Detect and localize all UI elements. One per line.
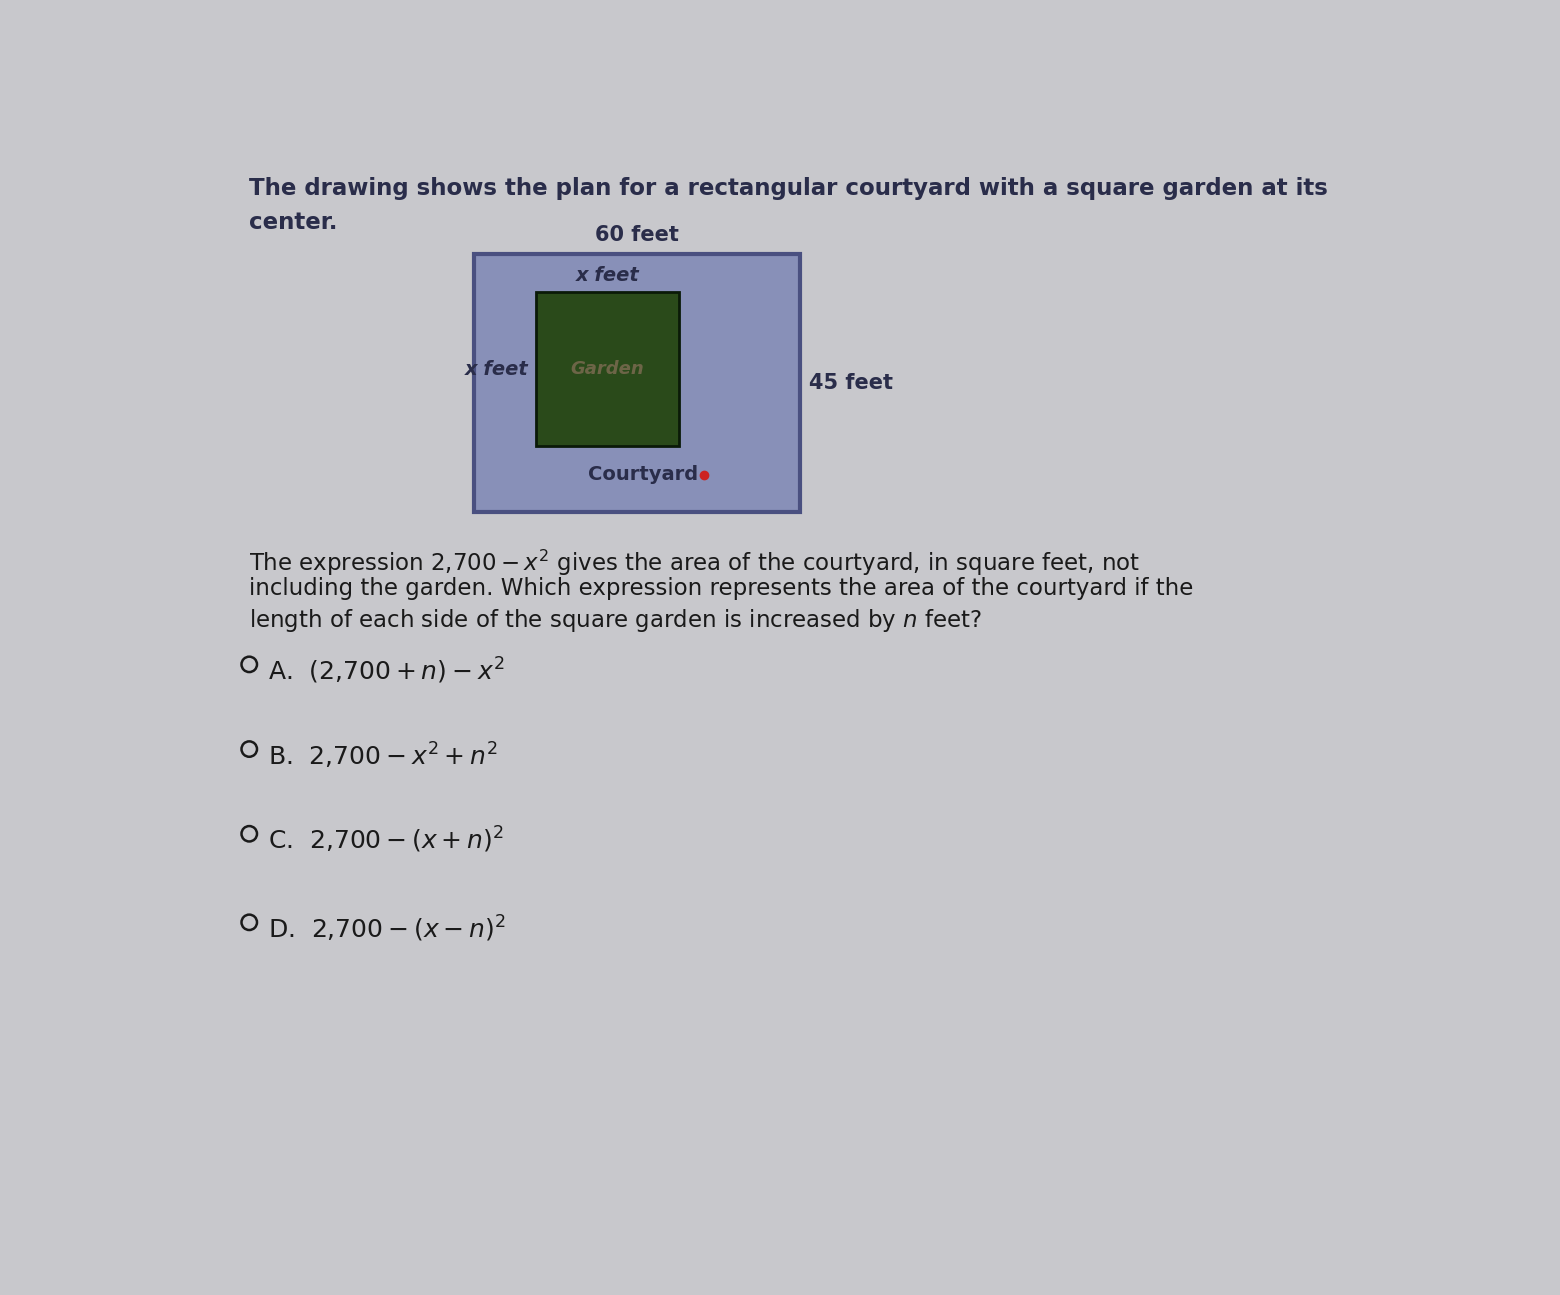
Text: length of each side of the square garden is increased by $n$ feet?: length of each side of the square garden… [250,606,983,633]
Text: B.  $2{,}700 - x^2 + n^2$: B. $2{,}700 - x^2 + n^2$ [268,741,498,771]
Text: The drawing shows the plan for a rectangular courtyard with a square garden at i: The drawing shows the plan for a rectang… [250,177,1328,199]
Text: Garden: Garden [571,360,644,378]
Text: 60 feet: 60 feet [594,225,679,245]
Bar [474,254,799,512]
Text: D.  $2{,}700 - (x - n)^2$: D. $2{,}700 - (x - n)^2$ [268,914,505,944]
Text: x feet: x feet [576,265,640,285]
Text: center.: center. [250,211,339,234]
Text: The expression $2{,}700 - x^2$ gives the area of the courtyard, in square feet, : The expression $2{,}700 - x^2$ gives the… [250,548,1140,579]
Text: including the garden. Which expression represents the area of the courtyard if t: including the garden. Which expression r… [250,578,1193,601]
Text: x feet: x feet [465,360,529,379]
Bar [537,293,679,447]
Text: Courtyard: Courtyard [588,465,699,484]
Text: C.  $2{,}700 - (x + n)^2$: C. $2{,}700 - (x + n)^2$ [268,825,504,856]
Text: A.  $(2{,}700 + n) - x^2$: A. $(2{,}700 + n) - x^2$ [268,655,504,686]
Text: 45 feet: 45 feet [808,373,892,392]
